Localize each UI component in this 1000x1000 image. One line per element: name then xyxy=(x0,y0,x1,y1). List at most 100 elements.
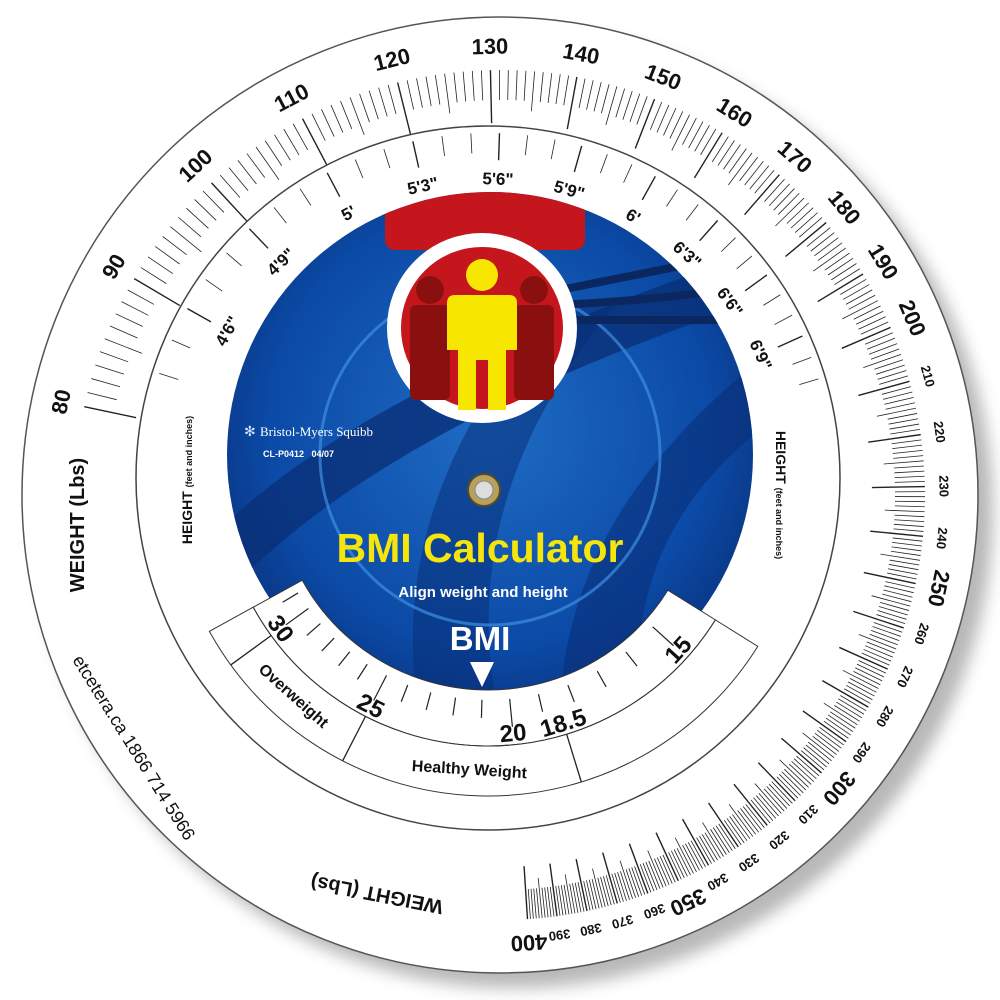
app-title: BMI Calculator xyxy=(336,525,623,571)
weight-tick xyxy=(884,509,925,513)
weight-tick xyxy=(890,550,921,556)
weight-tick xyxy=(856,663,885,678)
height-title-left: HEIGHT (feet and inches) xyxy=(179,416,195,544)
weight-tick xyxy=(858,380,910,397)
weight-label: 210 xyxy=(918,364,938,389)
weight-tick xyxy=(688,121,704,149)
weight-tick xyxy=(507,70,509,101)
weight-tick xyxy=(784,768,807,791)
weight-tick xyxy=(841,326,891,349)
weight-tick xyxy=(642,863,655,892)
weight-tick xyxy=(673,849,688,877)
weight-tick xyxy=(824,252,850,271)
weight-tick xyxy=(127,289,155,305)
grommet-hole xyxy=(474,480,494,500)
brand-name: Bristol-Myers Squibb xyxy=(260,424,373,439)
weight-tick xyxy=(868,343,898,355)
weight-tick xyxy=(569,883,576,914)
weight-tick xyxy=(754,169,775,194)
weight-tick xyxy=(875,364,905,375)
weight-tick xyxy=(634,98,656,149)
weight-tick xyxy=(779,774,801,796)
weight-tick xyxy=(848,294,876,310)
weight-tick xyxy=(863,571,916,585)
weight-tick xyxy=(645,861,658,891)
weight-tick xyxy=(858,660,887,674)
weight-tick xyxy=(523,70,527,101)
height-tick xyxy=(799,378,819,385)
weight-tick xyxy=(829,711,856,729)
height-tick xyxy=(171,339,191,349)
weight-label: 240 xyxy=(933,527,950,550)
weight-tick xyxy=(750,799,771,824)
weight-label: 230 xyxy=(936,475,951,497)
bmi-label: 20 xyxy=(498,719,527,748)
weight-tick xyxy=(866,641,895,654)
weight-tick xyxy=(892,449,923,454)
weight-tick xyxy=(387,84,397,115)
weight-tick xyxy=(704,832,721,859)
weight-tick xyxy=(728,148,747,174)
weight-tick xyxy=(480,70,484,101)
height-tick xyxy=(736,255,753,270)
weight-tick xyxy=(690,840,706,868)
weight-tick xyxy=(655,832,679,882)
weight-tick xyxy=(819,726,844,746)
weight-tick xyxy=(823,720,849,739)
weight-tick xyxy=(530,888,534,919)
height-tick xyxy=(326,172,341,197)
weight-tick xyxy=(749,165,770,190)
height-tick xyxy=(792,356,812,365)
weight-tick xyxy=(881,386,912,395)
weight-tick xyxy=(802,732,835,759)
weight-tick xyxy=(292,123,309,151)
weight-tick xyxy=(836,701,863,719)
height-tick xyxy=(354,159,364,179)
weight-tick xyxy=(676,847,691,876)
weight-tick xyxy=(634,866,646,895)
weight-tick xyxy=(434,74,441,105)
bmi-tick xyxy=(509,698,514,727)
height-tick xyxy=(441,136,445,156)
weight-tick xyxy=(600,84,610,114)
instruction-text: Align weight and height xyxy=(398,584,567,601)
weight-tick xyxy=(563,884,570,915)
weight-tick xyxy=(186,207,209,229)
weight-tick xyxy=(619,860,633,899)
height-tick xyxy=(248,228,269,249)
weight-tick xyxy=(109,325,138,339)
weight-tick xyxy=(779,759,809,788)
weight-tick xyxy=(785,222,827,258)
weight-tick xyxy=(871,595,911,607)
bmi-tick xyxy=(321,637,335,652)
weight-tick xyxy=(558,885,564,916)
weight-tick xyxy=(628,868,640,897)
weight-tick xyxy=(617,871,627,901)
weight-tick xyxy=(246,153,266,178)
weight-tick xyxy=(605,875,615,905)
weight-tick xyxy=(700,128,717,155)
weight-tick xyxy=(228,167,249,191)
weight-tick xyxy=(396,82,412,135)
weight-tick xyxy=(674,837,694,874)
weight-tick xyxy=(802,710,847,743)
weight-tick xyxy=(140,267,167,284)
weight-tick xyxy=(868,433,921,443)
weight-tick xyxy=(659,855,673,884)
bmi-tick xyxy=(625,651,638,667)
weight-tick xyxy=(737,810,757,835)
weight-tick xyxy=(839,646,888,670)
weight-tick xyxy=(745,803,765,828)
weight-label: 370 xyxy=(610,912,635,932)
weight-tick xyxy=(133,277,181,307)
weight-tick xyxy=(575,858,588,912)
weight-tick xyxy=(560,885,567,915)
weight-tick xyxy=(863,353,902,368)
height-tick xyxy=(600,154,608,174)
weight-tick xyxy=(891,439,922,445)
weight-tick xyxy=(803,747,827,768)
weight-tick xyxy=(668,852,682,880)
bmi-tick xyxy=(596,670,607,688)
weight-tick xyxy=(894,470,925,474)
